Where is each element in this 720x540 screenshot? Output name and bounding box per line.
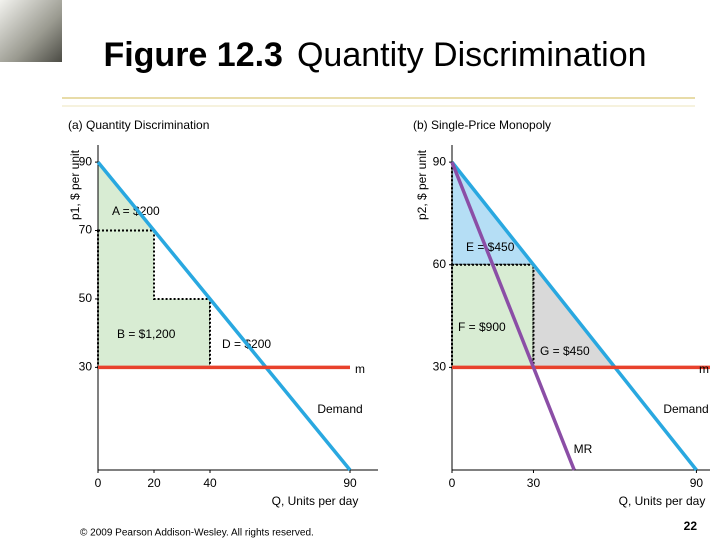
x-tick-label: 30	[527, 476, 541, 490]
y-tick-label: 30	[433, 360, 447, 374]
y-tick-label: 70	[79, 223, 93, 237]
area-label: F = $900	[458, 320, 506, 334]
y-tick-label: 50	[79, 291, 93, 305]
x-tick-label: 0	[95, 476, 102, 490]
series-label: Demand	[663, 402, 708, 416]
corner-image	[0, 0, 62, 62]
plots: (a) Quantity Discrimination p1, $ per uni…	[68, 118, 710, 508]
y-tick-label: 60	[433, 257, 447, 271]
series-label: m	[699, 362, 709, 376]
x-axis-label: Q, Units per day	[619, 494, 706, 508]
area-label: B = $1,200	[117, 327, 176, 341]
series-label: MR	[574, 442, 593, 456]
copyright: © 2009 Pearson Addison-Wesley. All right…	[80, 528, 314, 539]
series-line	[450, 161, 698, 472]
x-tick-label: 40	[203, 476, 217, 490]
x-tick-label: 0	[449, 476, 456, 490]
y-axis-label: p1, $ per unit	[68, 149, 82, 220]
x-tick-label: 90	[690, 476, 704, 490]
panel: (a) Quantity Discrimination p1, $ per uni…	[68, 118, 378, 508]
slide-title: Figure 12.3 Quantity Discrimination	[103, 36, 646, 74]
shaded-area	[451, 263, 535, 369]
x-tick-label: 20	[147, 476, 161, 490]
area-label: G = $450	[540, 344, 590, 358]
series-line	[96, 160, 352, 472]
area-label: E = $450	[466, 240, 515, 254]
figure-title: Quantity Discrimination	[297, 36, 647, 74]
series-label: m	[355, 362, 365, 376]
series-label: Demand	[317, 402, 362, 416]
panel-title: (a) Quantity Discrimination	[68, 118, 209, 132]
panel-title: (b) Single-Price Monopoly	[413, 118, 551, 132]
page-number: 22	[684, 519, 698, 533]
x-tick-label: 90	[343, 476, 357, 490]
y-tick-label: 90	[433, 154, 447, 168]
panel: (b) Single-Price Monopoly p2, $ per unit Q…	[413, 118, 710, 508]
y-tick-label: 90	[79, 154, 93, 168]
shaded-area	[97, 229, 211, 369]
x-axis-label: Q, Units per day	[272, 494, 359, 508]
figure-number: Figure 12.3	[103, 36, 283, 74]
series-line	[450, 161, 576, 471]
y-axis-label: p2, $ per unit	[415, 149, 429, 220]
y-tick-label: 30	[79, 360, 93, 374]
